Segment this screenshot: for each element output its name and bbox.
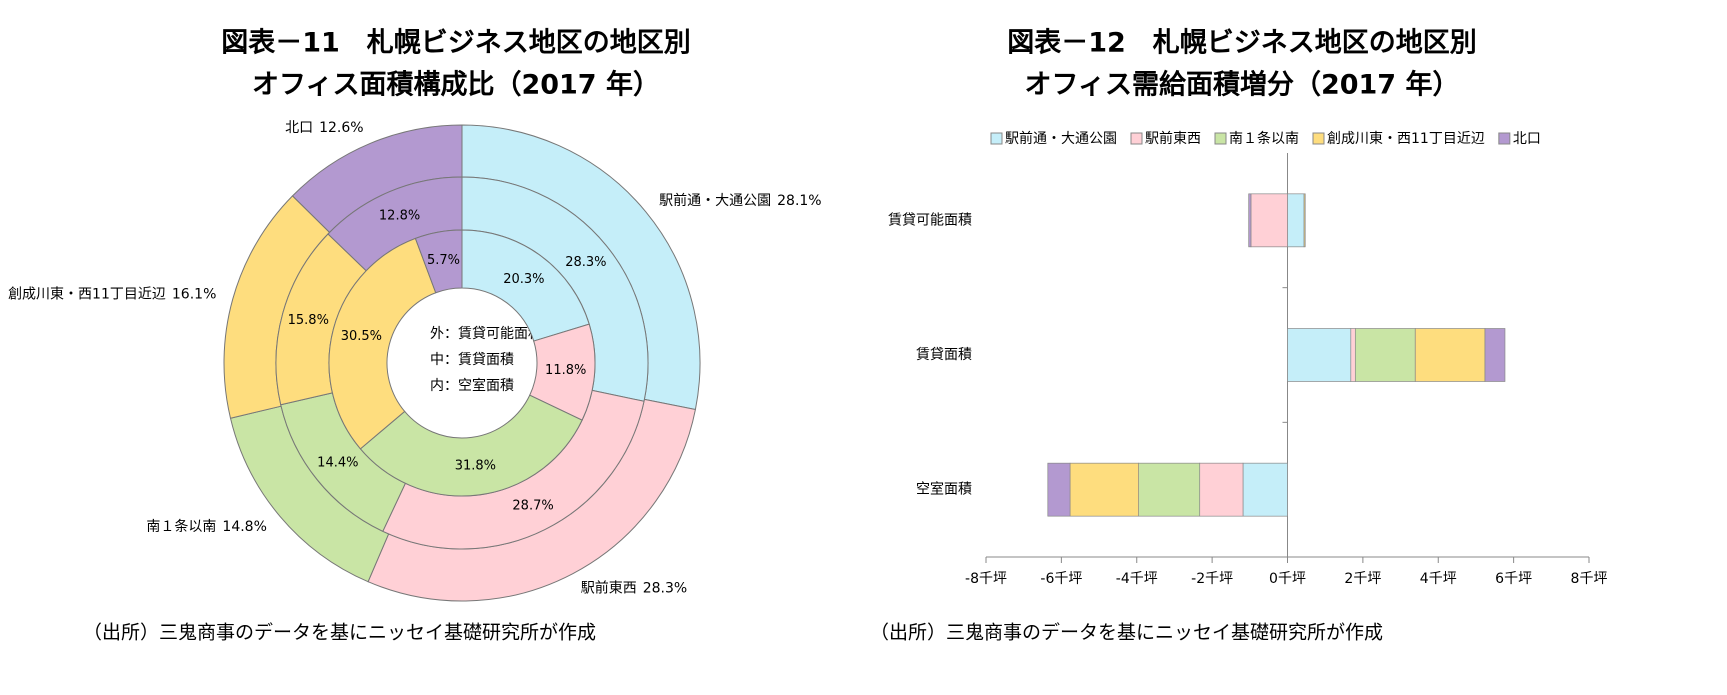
ring-legend: 内：空室面積: [430, 377, 514, 394]
value-label: 16.1%: [172, 286, 216, 302]
value-label: 20.3%: [503, 272, 544, 287]
x-tick-label: 0千坪: [1269, 571, 1306, 587]
chart-title: 図表－12 札幌ビジネス地区の地区別: [1007, 28, 1477, 59]
ring-legend: 中：賃貸面積: [430, 352, 514, 368]
y-tick-label: 賃貸可能面積: [888, 212, 972, 228]
segment-label: 南１条以南 14.8%: [146, 518, 266, 535]
legend-label: 駅前通・大通公園: [1005, 130, 1117, 147]
category-label: 南１条以南: [146, 518, 216, 535]
value-label: 5.7%: [427, 253, 460, 268]
x-tick-label: 8千坪: [1571, 571, 1608, 587]
bar: [1303, 193, 1306, 248]
legend-label: 北口: [1513, 131, 1541, 147]
legend-swatch: [1312, 132, 1325, 145]
bar: [1250, 193, 1288, 248]
bar: [1354, 328, 1416, 382]
legend-swatch: [1130, 132, 1143, 145]
bar: [1287, 328, 1352, 382]
bar: [1047, 462, 1071, 517]
donut-segment: [359, 394, 583, 497]
x-tick-label: -8千坪: [965, 571, 1007, 587]
bar: [1138, 462, 1201, 517]
bar: [1242, 462, 1288, 517]
bar: [1414, 328, 1486, 382]
segment-label: 駅前東西 28.3%: [581, 580, 687, 597]
legend-label: 創成川東・西11丁目近辺: [1327, 131, 1485, 147]
ring-legend: 外：賃貸可能面積: [430, 326, 542, 342]
value-label: 31.8%: [455, 459, 496, 474]
x-tick-label: 6千坪: [1495, 571, 1532, 587]
category-label: 駅前東西: [581, 580, 637, 597]
value-label: 14.8%: [222, 519, 266, 535]
donut-segment: [328, 237, 437, 450]
segment-label: 駅前通・大通公園 28.1%: [659, 192, 821, 209]
bar: [1287, 193, 1305, 248]
segment-label: 創成川東・西11丁目近辺 16.1%: [8, 286, 216, 302]
category-label: 駅前通・大通公園: [659, 192, 771, 209]
value-label: 28.3%: [643, 581, 687, 597]
donut-segment: [414, 229, 463, 294]
legend-swatch: [990, 132, 1003, 145]
value-label: 11.8%: [545, 363, 586, 378]
x-tick-label: 4千坪: [1420, 571, 1457, 587]
x-tick-label: -2千坪: [1191, 571, 1233, 587]
category-label: 創成川東・西11丁目近辺: [8, 286, 166, 302]
value-label: 12.8%: [379, 209, 420, 224]
segment-label: 北口 12.6%: [285, 120, 363, 136]
value-label: 30.5%: [341, 329, 382, 344]
bar: [1484, 328, 1506, 382]
y-tick-label: 賃貸面積: [916, 347, 972, 363]
footnote: （出所）三鬼商事のデータを基にニッセイ基礎研究所が作成: [870, 622, 1383, 644]
bar: [1248, 193, 1252, 248]
legend-swatch: [1498, 132, 1511, 145]
x-tick-label: -4千坪: [1116, 571, 1158, 587]
value-label: 28.3%: [565, 255, 606, 270]
value-label: 12.6%: [319, 120, 363, 136]
x-tick-label: 2千坪: [1344, 571, 1381, 587]
bar: [1350, 328, 1356, 382]
footnote: （出所）三鬼商事のデータを基にニッセイ基礎研究所が作成: [83, 622, 596, 644]
value-label: 15.8%: [288, 313, 329, 328]
legend-swatch: [1214, 132, 1227, 145]
value-label: 28.7%: [512, 498, 553, 513]
category-label: 北口: [285, 120, 313, 136]
chart-title: オフィス面積構成比（2017 年）: [252, 69, 660, 101]
bar: [1199, 462, 1244, 517]
x-tick-label: -6千坪: [1040, 571, 1082, 587]
value-label: 28.1%: [777, 193, 821, 209]
bar: [1069, 462, 1139, 517]
value-label: 14.4%: [317, 456, 358, 471]
chart-title: オフィス需給面積増分（2017 年）: [1024, 69, 1459, 101]
legend-label: 駅前東西: [1145, 130, 1201, 147]
y-tick-label: 空室面積: [916, 481, 972, 498]
legend-label: 南１条以南: [1229, 130, 1299, 147]
chart-title: 図表－11 札幌ビジネス地区の地区別: [221, 28, 691, 59]
